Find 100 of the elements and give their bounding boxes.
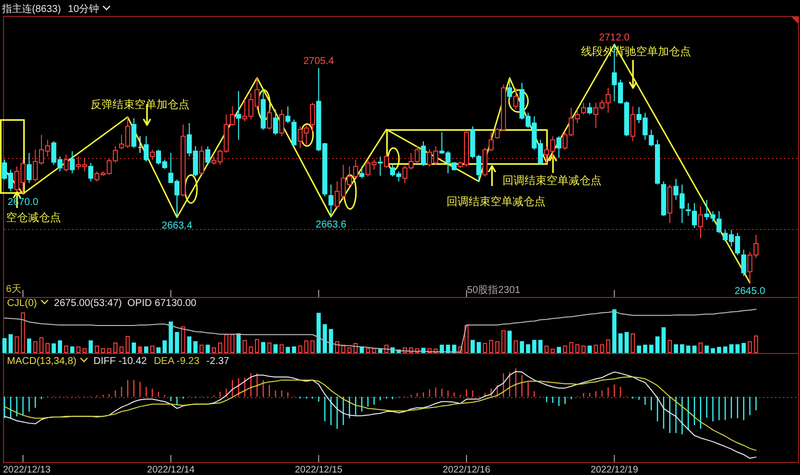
bar — [82, 348, 87, 353]
bar — [27, 338, 32, 353]
bar — [156, 347, 161, 353]
bar — [692, 346, 697, 353]
bar — [489, 340, 494, 353]
bar — [113, 342, 118, 353]
bar — [710, 348, 715, 353]
x-tick-label: 2022/12/15 — [294, 464, 342, 475]
candlestick — [686, 202, 691, 216]
bar — [347, 347, 352, 353]
candlestick — [420, 140, 426, 166]
annotation: 2645.0 — [734, 286, 766, 297]
bar — [680, 344, 684, 353]
candlestick — [581, 102, 586, 116]
bar — [723, 346, 728, 353]
candlestick — [236, 90, 242, 140]
bar — [372, 348, 376, 353]
bar — [126, 336, 130, 353]
candlestick — [88, 162, 94, 182]
x-tick-label: 2022/12/13 — [3, 464, 51, 475]
bar — [729, 344, 734, 353]
bar — [64, 346, 68, 353]
bar — [649, 344, 654, 353]
annotation: 2663.6 — [316, 220, 347, 231]
candlestick — [698, 206, 704, 239]
candlestick — [384, 154, 389, 168]
bar — [100, 348, 106, 353]
bar — [735, 344, 740, 353]
bar — [588, 346, 592, 353]
bar — [532, 340, 536, 353]
x-tick-label: 2022/12/14 — [147, 464, 195, 475]
candlestick — [26, 152, 32, 184]
x-tick-label: 2022/12/19 — [590, 464, 638, 475]
candlestick — [292, 119, 297, 147]
bar — [107, 348, 112, 353]
candlestick — [513, 87, 518, 110]
annotation: 2705.4 — [303, 56, 334, 67]
bar — [94, 346, 99, 353]
bar — [618, 333, 623, 353]
chart-title: CJL(0) — [7, 298, 38, 309]
text: -2.37 — [206, 356, 230, 367]
bar — [218, 342, 222, 353]
bar — [550, 348, 555, 353]
bar — [716, 346, 722, 353]
bar — [8, 334, 13, 353]
candlestick — [266, 107, 272, 130]
bar — [501, 330, 506, 353]
bar — [514, 340, 518, 353]
candlestick — [279, 109, 284, 137]
bar — [544, 346, 549, 353]
candlestick — [70, 150, 75, 174]
bar — [495, 341, 500, 353]
bar — [698, 342, 703, 353]
bar — [224, 334, 228, 353]
bar — [242, 340, 247, 353]
annotation: 2712.0 — [599, 32, 630, 44]
x-tick-label: 2022/12/16 — [442, 464, 490, 475]
bar — [2, 338, 7, 353]
bar — [193, 341, 198, 353]
bar — [138, 346, 142, 353]
bar — [508, 330, 512, 353]
bar — [538, 340, 543, 353]
bar — [335, 341, 340, 353]
bar — [14, 336, 19, 353]
chart-subtitle: 10分钟 — [68, 3, 100, 15]
candlestick — [630, 106, 636, 142]
annotation: 50股指2301 — [467, 284, 521, 296]
candlestick — [144, 136, 149, 162]
candlestick — [131, 118, 136, 148]
bar — [636, 346, 642, 353]
chart-subtitle: 2675.00(53:47) OPID 67130.00 — [54, 298, 197, 309]
bar — [482, 342, 488, 353]
bar — [643, 344, 648, 353]
bar — [292, 346, 296, 353]
candlestick — [199, 146, 204, 176]
bar — [581, 346, 586, 353]
bar — [174, 332, 180, 353]
bar — [187, 336, 192, 353]
candlestick — [285, 106, 290, 124]
candlestick — [310, 102, 315, 132]
bar — [39, 337, 44, 353]
bar — [132, 342, 136, 353]
bar — [526, 344, 530, 353]
text: DEA -9.23 — [154, 356, 200, 367]
bar — [754, 336, 758, 353]
candlestick — [507, 77, 512, 100]
annotation: 回调结束空单减仓点 — [502, 174, 602, 187]
candlestick — [587, 102, 592, 116]
bar — [20, 312, 26, 353]
bar — [600, 344, 604, 353]
bar — [70, 346, 74, 353]
candlestick — [741, 249, 746, 277]
bar — [206, 344, 210, 353]
bar — [748, 341, 752, 353]
bar — [200, 344, 204, 353]
candlestick — [359, 166, 364, 179]
bar — [254, 339, 260, 353]
candlestick — [273, 109, 278, 136]
bar — [33, 341, 38, 353]
annotation: 6天 — [6, 284, 22, 295]
